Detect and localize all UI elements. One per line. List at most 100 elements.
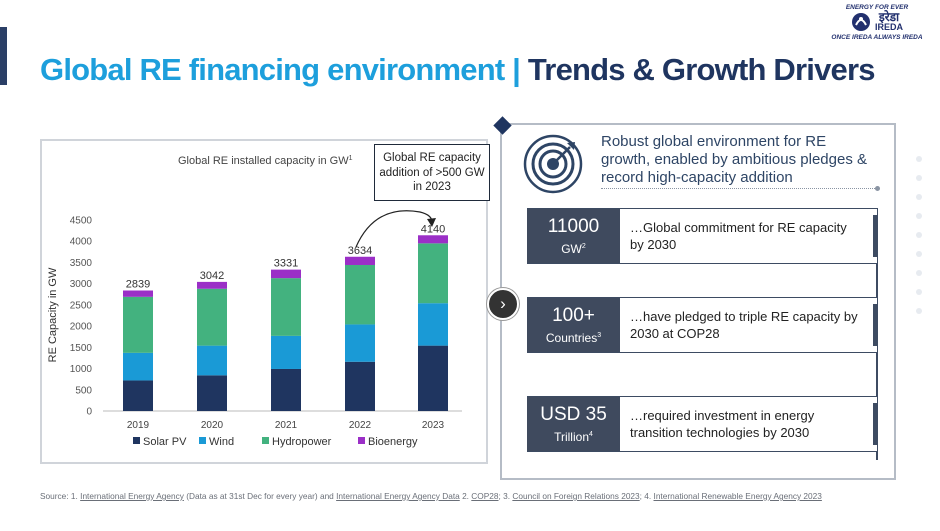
- legend-label: Solar PV: [143, 436, 187, 448]
- connector-line: [876, 210, 878, 320]
- bar-segment-bioenergy: [418, 235, 448, 244]
- target-icon: [523, 134, 583, 194]
- y-tick-label: 4500: [70, 216, 93, 227]
- page-title: Global RE financing environment | Trends…: [40, 52, 875, 88]
- bar-segment-wind: [123, 352, 153, 381]
- card-metric: 11000 GW2: [527, 209, 620, 263]
- bar-segment-solar-pv: [418, 345, 448, 411]
- bar-total-label: 4140: [421, 223, 445, 235]
- bar-total-label: 3042: [200, 270, 224, 282]
- ireda-logo: ENERGY FOR EVER इरेडा IREDA ONCE IREDA A…: [822, 4, 932, 46]
- logo-tagline-bottom: ONCE IREDA ALWAYS IREDA: [831, 34, 923, 41]
- decorative-dots: [912, 156, 926, 327]
- y-tick-label: 500: [75, 385, 92, 396]
- bar-segment-bioenergy: [197, 281, 227, 289]
- card-metric-unit: GW2: [561, 241, 586, 256]
- capacity-callout: Global RE capacity addition of >500 GW i…: [374, 144, 490, 201]
- bar-segment-wind: [271, 335, 301, 369]
- bar-total-label: 3634: [348, 245, 372, 257]
- y-tick-label: 2000: [70, 322, 93, 333]
- bar-segment-solar-pv: [271, 368, 301, 411]
- dot: [916, 308, 922, 314]
- logo-name: IREDA: [874, 22, 903, 32]
- callout-arrow: [355, 210, 433, 248]
- y-tick-label: 4000: [70, 237, 93, 248]
- bar-segment-hydropower: [418, 243, 448, 304]
- logo-hindi-name: इरेडा: [878, 10, 900, 24]
- chart-title: Global RE installed capacity in GW1: [178, 155, 353, 167]
- y-tick-label: 2500: [70, 300, 93, 311]
- pledge-card-capacity: 11000 GW2 …Global commitment for RE capa…: [527, 208, 878, 264]
- pledge-card-countries: 100+ Countries3 …have pledged to triple …: [527, 297, 878, 353]
- source-link[interactable]: International Energy Agency: [80, 491, 184, 501]
- source-link[interactable]: COP28: [471, 491, 499, 501]
- card-tick: [873, 403, 877, 445]
- source-link[interactable]: International Energy Agency Data: [336, 491, 460, 501]
- card-metric-unit: Trillion4: [554, 429, 593, 444]
- dot: [916, 213, 922, 219]
- headline-rule: [601, 186, 880, 191]
- logo-tagline-top: ENERGY FOR EVER: [845, 4, 909, 11]
- source-link[interactable]: International Renewable Energy Agency 20…: [653, 491, 822, 501]
- x-tick-label: 2022: [349, 420, 372, 431]
- bar-segment-bioenergy: [271, 269, 301, 279]
- bar-segment-hydropower: [197, 288, 227, 346]
- bar-segment-wind: [418, 303, 448, 346]
- card-metric-value: 11000: [547, 215, 600, 237]
- y-tick-label: 1000: [70, 364, 93, 375]
- x-tick-label: 2021: [275, 420, 298, 431]
- dot: [916, 270, 922, 276]
- card-description: …Global commitment for RE capacity by 20…: [630, 220, 847, 252]
- card-description: …required investment in energy transitio…: [630, 408, 815, 440]
- bar-segment-solar-pv: [197, 375, 227, 411]
- bar-segment-hydropower: [345, 264, 375, 325]
- title-part-2: Trends & Growth Drivers: [527, 52, 876, 87]
- bar-total-label: 3331: [274, 258, 298, 270]
- dot: [916, 156, 922, 162]
- card-tick: [873, 304, 877, 346]
- legend-swatch: [358, 437, 365, 444]
- card-description: …have pledged to triple RE capacity by 2…: [630, 309, 858, 341]
- y-tick-label: 1500: [70, 343, 93, 354]
- dot: [916, 251, 922, 257]
- card-metric-value: 100+: [552, 304, 595, 326]
- y-tick-label: 3000: [70, 279, 93, 290]
- y-tick-label: 0: [86, 407, 92, 418]
- dot: [916, 289, 922, 295]
- dot: [916, 194, 922, 200]
- bar-segment-bioenergy: [345, 256, 375, 265]
- legend-label: Hydropower: [272, 436, 332, 448]
- left-accent-bar: [0, 27, 7, 85]
- legend-label: Wind: [209, 436, 234, 448]
- card-metric-value: USD 35: [540, 403, 607, 425]
- bar-total-label: 2839: [126, 279, 150, 291]
- bar-segment-hydropower: [271, 278, 301, 336]
- logo-mark: इरेडा IREDA: [822, 11, 932, 33]
- x-tick-label: 2019: [127, 420, 150, 431]
- dot: [916, 175, 922, 181]
- legend-swatch: [262, 437, 269, 444]
- y-tick-label: 3500: [70, 258, 93, 269]
- capacity-chart: 0 500 1000 1500 2000 2500 3000 3500 4000 4500 RE C…: [47, 155, 462, 448]
- dot: [916, 232, 922, 238]
- chevron-right-icon[interactable]: ›: [487, 288, 519, 320]
- bar-segment-wind: [197, 345, 227, 376]
- pledge-card-investment: USD 35 Trillion4 …required investment in…: [527, 396, 878, 452]
- ireda-logo-icon: [851, 13, 870, 31]
- card-tick: [873, 215, 877, 257]
- callout-arrowhead: [427, 218, 436, 227]
- legend-label: Bioenergy: [368, 436, 418, 448]
- card-metric-unit: Countries3: [545, 330, 602, 345]
- bar-segment-hydropower: [123, 296, 153, 353]
- legend-swatch: [199, 437, 206, 444]
- card-metric: USD 35 Trillion4: [527, 397, 620, 451]
- title-part-1: Global RE financing environment |: [40, 52, 521, 87]
- source-link[interactable]: Council on Foreign Relations 2023: [512, 491, 640, 501]
- source-note: Source: 1. International Energy Agency (…: [40, 491, 822, 501]
- card-metric: 100+ Countries3: [527, 298, 620, 352]
- y-axis-label: RE Capacity in GW: [47, 267, 59, 362]
- bar-segment-wind: [345, 324, 375, 362]
- bar-segment-bioenergy: [123, 290, 153, 297]
- x-tick-label: 2020: [201, 420, 224, 431]
- bar-segment-solar-pv: [345, 361, 375, 411]
